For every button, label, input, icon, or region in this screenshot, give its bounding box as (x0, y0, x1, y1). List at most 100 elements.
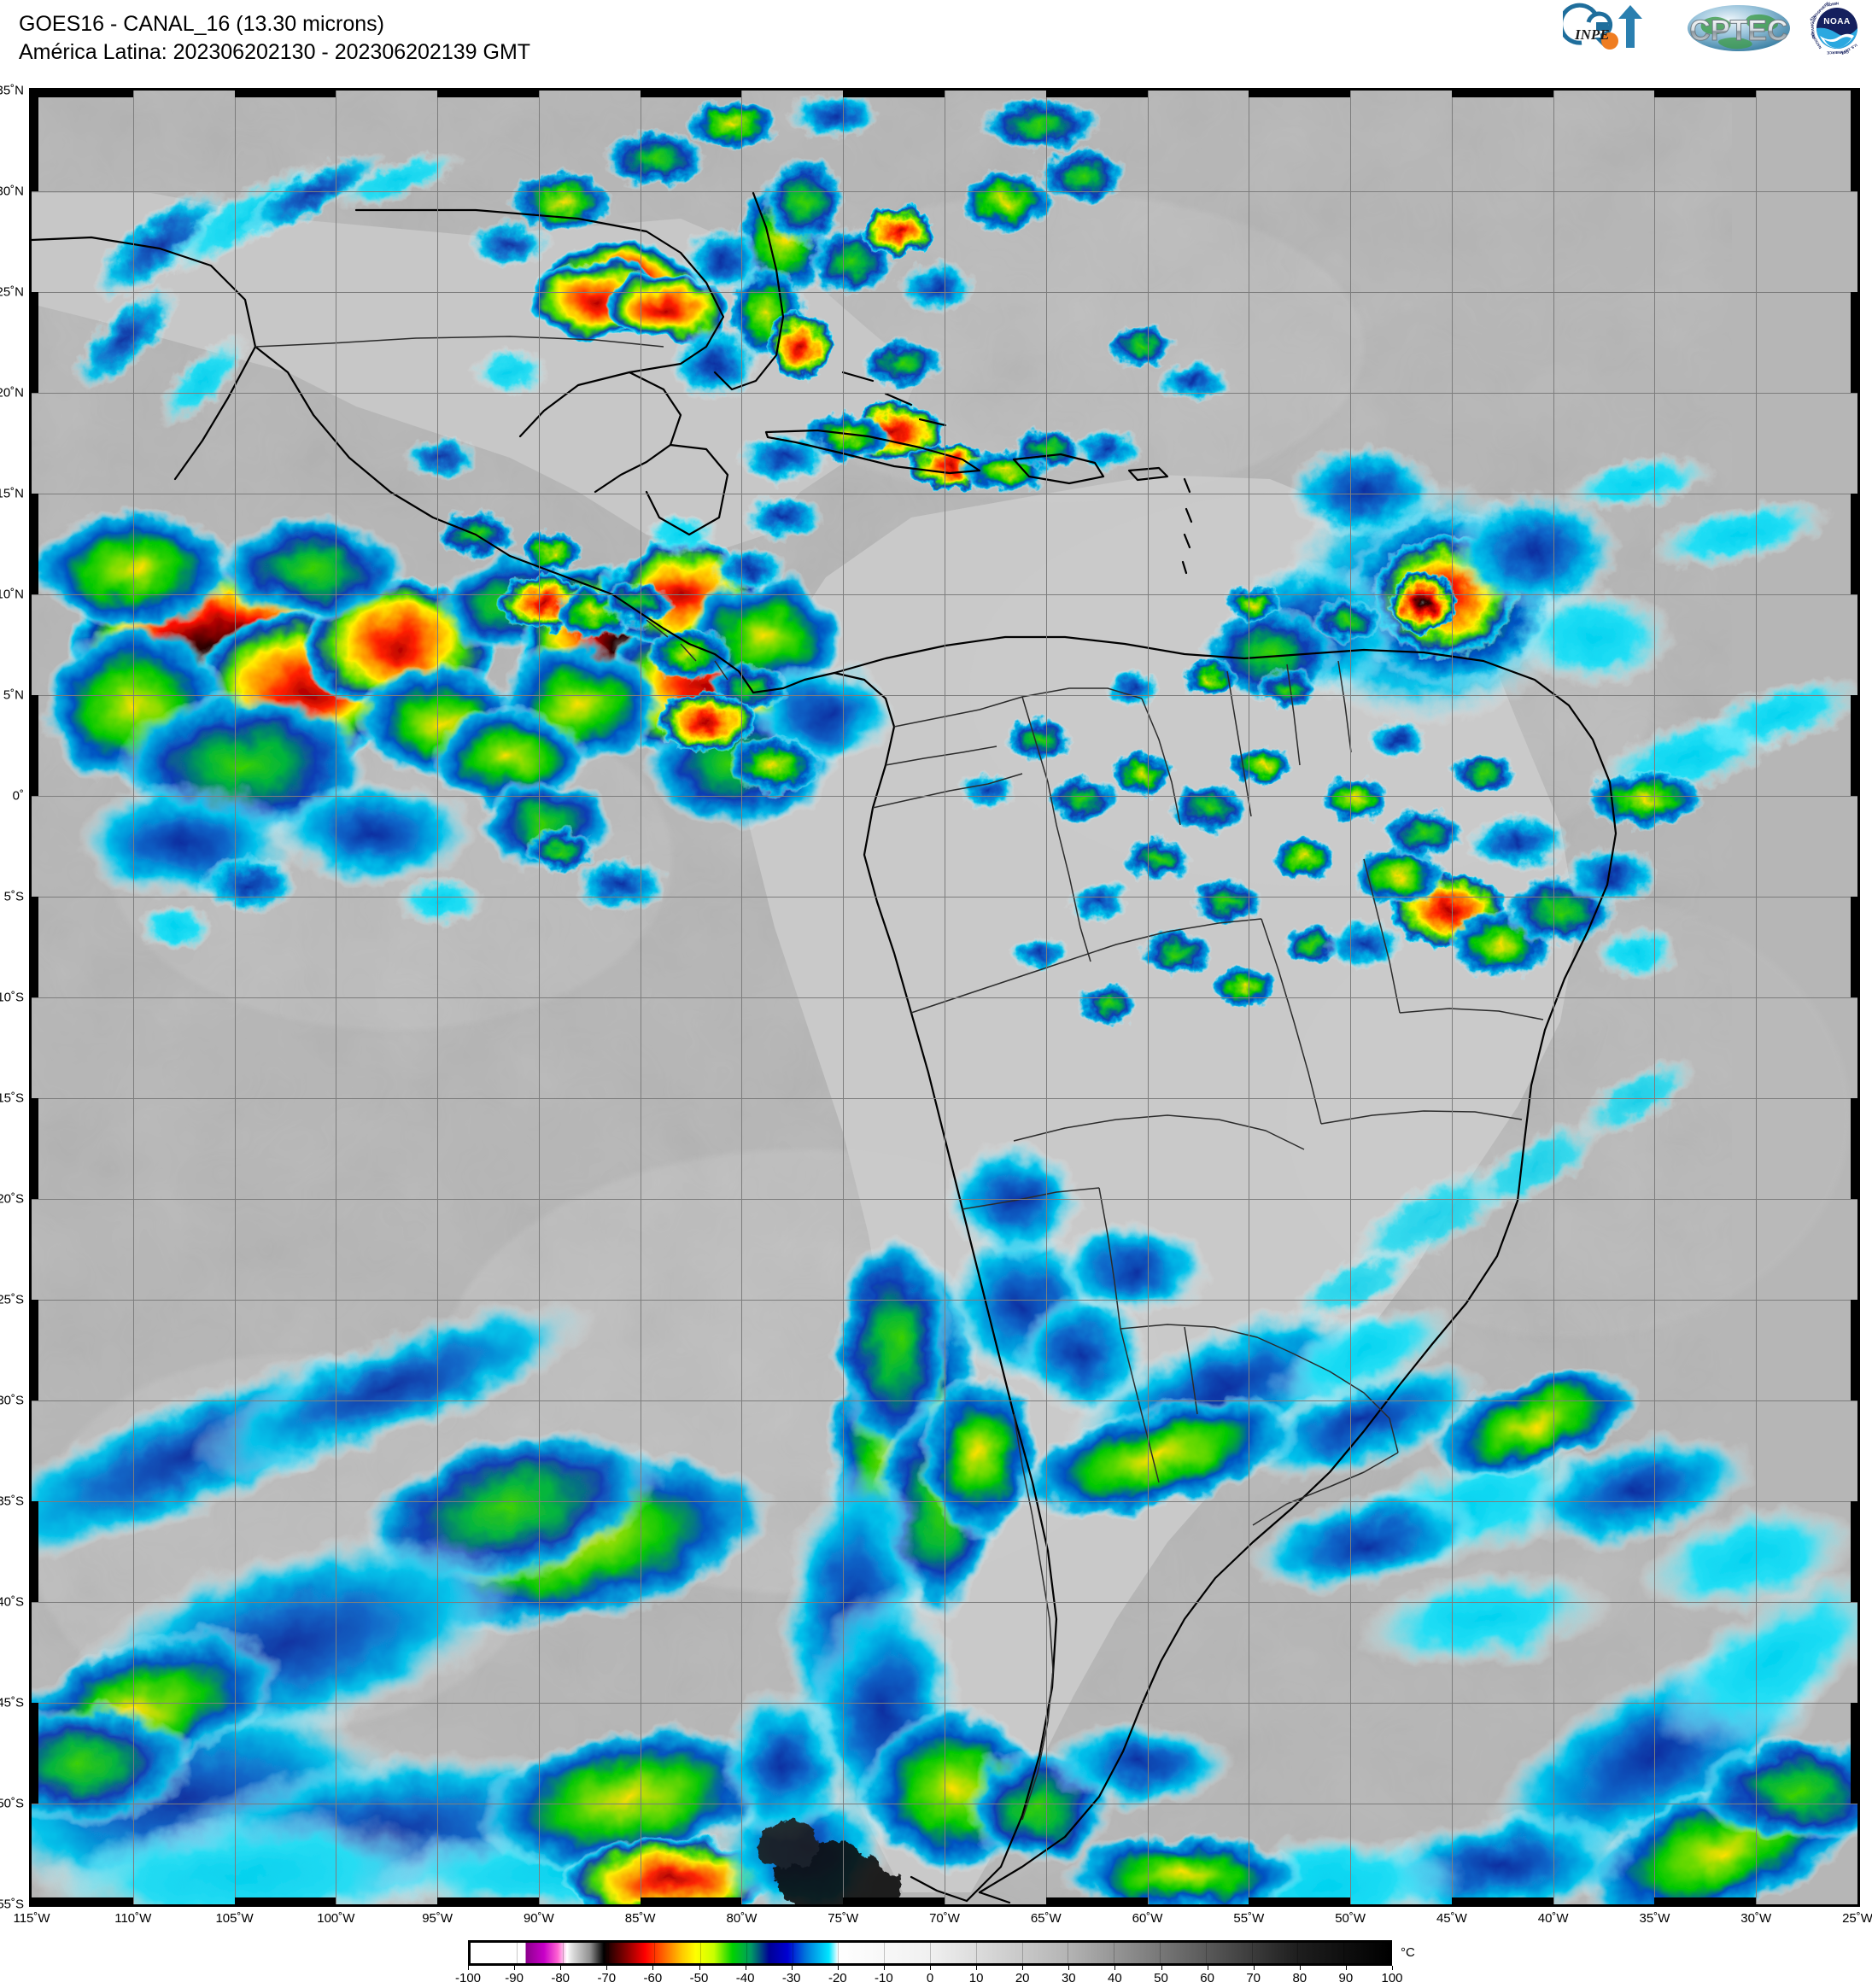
colorbar-gradient (471, 1943, 1389, 1963)
frame-tick (1451, 1897, 1553, 1904)
frame-tick (1851, 1703, 1857, 1804)
lat-tick-label: 15˚N (0, 486, 24, 501)
lat-tick-label: 50˚S (0, 1796, 24, 1811)
lat-tick-label: 15˚S (0, 1090, 24, 1106)
colorbar-separator (700, 1943, 701, 1963)
cptec-logo: CPTEC (1677, 2, 1800, 55)
colorbar-tick (468, 1966, 469, 1970)
lat-tick-label: 25˚S (0, 1292, 24, 1307)
lon-tick-label: 40˚W (1537, 1911, 1569, 1926)
colorbar-tick-label: -70 (597, 1971, 617, 1985)
frame-tick (234, 1897, 336, 1904)
frame-tick (1654, 91, 1757, 97)
frame-tick (640, 91, 742, 97)
lon-tick-label: 75˚W (828, 1911, 859, 1926)
colorbar-tick-label: 80 (1292, 1971, 1307, 1985)
lon-tick-label: 110˚W (114, 1911, 152, 1926)
colorbar-separator (562, 1943, 564, 1963)
colorbar-tick (1022, 1966, 1024, 1970)
colorbar-tick (837, 1966, 839, 1970)
frame-tick (437, 91, 539, 97)
colorbar-tick (791, 1966, 793, 1970)
colorbar-tick-label: -100 (454, 1971, 482, 1985)
lon-tick-label: 35˚W (1639, 1911, 1670, 1926)
lon-tick-label: 65˚W (1030, 1911, 1062, 1926)
lon-tick-label: 70˚W (929, 1911, 960, 1926)
colorbar-separator (516, 1943, 518, 1963)
colorbar-tick-label: 10 (968, 1971, 984, 1985)
frame-tick (32, 897, 38, 997)
frame-tick (32, 1098, 38, 1199)
satellite-imagery (32, 91, 1857, 1904)
frame-tick (1851, 1501, 1857, 1602)
frame-tick (1249, 1897, 1351, 1904)
longitude-axis: 115˚W 110˚W 105˚W 100˚W 95˚W 90˚W 85˚W 80˚W 75˚W… (13, 1909, 1872, 1935)
colorbar-tick (1161, 1966, 1162, 1970)
lat-tick-label: 30˚N (0, 184, 24, 199)
lon-tick-label: 50˚W (1335, 1911, 1366, 1926)
colorbar-tick-label: 40 (1108, 1971, 1122, 1985)
inpe-logo: INPE (1559, 2, 1669, 55)
colorbar-separator (1297, 1943, 1299, 1963)
lon-tick-label: 115˚W (13, 1911, 50, 1926)
lat-tick-label: 55˚S (0, 1897, 24, 1912)
frame-tick (1045, 91, 1148, 97)
lon-tick-label: 55˚W (1233, 1911, 1265, 1926)
frame-tick (1851, 1300, 1857, 1400)
colorbar-tick-label: -60 (643, 1971, 663, 1985)
colorbar-tick (1253, 1966, 1255, 1970)
lon-tick-label: 100˚W (317, 1911, 355, 1926)
page-title: GOES16 - CANAL_16 (13.30 microns) Améric… (19, 10, 530, 67)
lon-tick-label: 45˚W (1436, 1911, 1467, 1926)
lat-tick-label: 0˚ (12, 788, 24, 804)
svg-text:NOAA: NOAA (1823, 17, 1850, 26)
colorbar-tick-label: 90 (1338, 1971, 1354, 1985)
frame-tick (1851, 1098, 1857, 1199)
title-line-2: América Latina: 202306202130 - 202306202… (19, 40, 531, 64)
colorbar-separator (1021, 1943, 1023, 1963)
frame-tick (32, 494, 38, 594)
colorbar-tick (652, 1966, 654, 1970)
colorbar-separator (654, 1943, 656, 1963)
colorbar-ticks: -100 -90 -80 -70 -60 -50 -40 -30 -20 -10 0 10 20 30 40… (455, 1966, 1403, 1988)
colorbar-unit-label: °C (1401, 1945, 1415, 1960)
colorbar-separator (1251, 1943, 1253, 1963)
colorbar-tick-label: 30 (1061, 1971, 1076, 1985)
satellite-map[interactable] (29, 88, 1860, 1907)
frame-tick (1045, 1897, 1148, 1904)
colorbar-tick (1299, 1966, 1301, 1970)
frame-tick (1851, 695, 1857, 796)
frame-tick (32, 91, 133, 97)
frame-tick (1451, 91, 1553, 97)
svg-text:OCEANIC: OCEANIC (1810, 21, 1816, 38)
svg-text:ADMIN: ADMIN (1827, 2, 1840, 8)
frame-tick (1249, 91, 1351, 97)
gridline-lat (32, 1904, 1857, 1905)
title-line-1: GOES16 - CANAL_16 (13.30 microns) (19, 12, 384, 36)
colorbar-tick-label: -40 (735, 1971, 755, 1985)
lat-tick-label: 45˚S (0, 1695, 24, 1710)
frame-tick (1654, 1897, 1757, 1904)
lon-tick-label: 95˚W (422, 1911, 453, 1926)
frame-tick (843, 91, 945, 97)
colorbar-tick-label: 70 (1246, 1971, 1261, 1985)
frame-tick (32, 91, 38, 191)
colorbar-separator (975, 1943, 977, 1963)
lat-tick-label: 10˚N (0, 587, 24, 602)
frame-tick (32, 1300, 38, 1400)
lat-tick-label: 25˚N (0, 284, 24, 300)
lat-tick-label: 5˚N (3, 687, 24, 703)
lat-tick-label: 20˚N (0, 385, 24, 401)
lon-tick-label: 30˚W (1740, 1911, 1772, 1926)
frame-tick (1851, 897, 1857, 997)
colorbar-tick (606, 1966, 608, 1970)
colorbar-tick (1345, 1966, 1347, 1970)
colorbar-separator (1343, 1943, 1345, 1963)
colorbar-tick-label: 20 (1015, 1971, 1030, 1985)
lon-tick-label: 25˚W (1842, 1911, 1872, 1926)
colorbar-separator (884, 1943, 886, 1963)
lat-tick-label: 20˚S (0, 1191, 24, 1207)
svg-text:INPE: INPE (1574, 26, 1610, 43)
frame-tick (1851, 494, 1857, 594)
